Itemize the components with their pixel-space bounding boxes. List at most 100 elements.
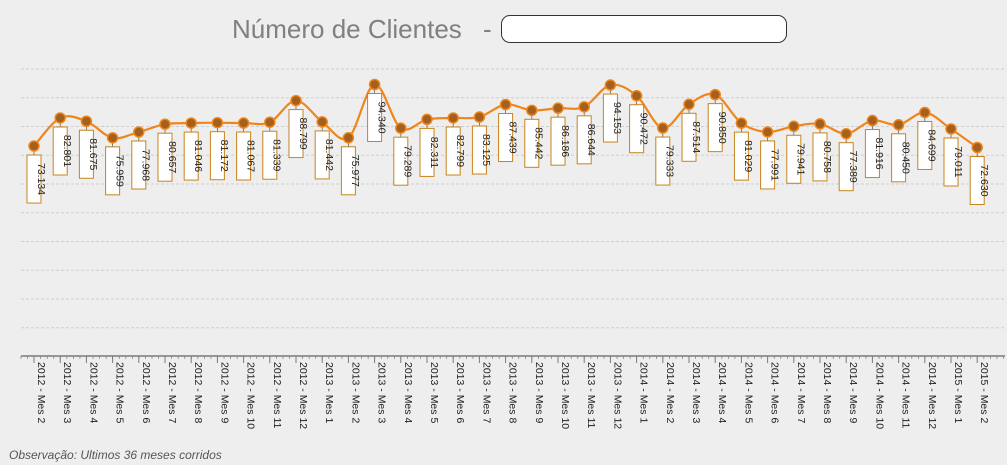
title-separator: -	[483, 14, 492, 44]
x-tick-label: 2013 - Mes 1	[323, 362, 335, 423]
data-point	[552, 102, 564, 114]
data-label-box	[576, 115, 592, 165]
data-label: 94.340	[375, 101, 387, 133]
data-label-box	[655, 136, 671, 186]
data-point	[159, 118, 171, 130]
data-label-box	[891, 133, 907, 183]
data-point	[54, 112, 66, 124]
data-point	[526, 104, 538, 117]
x-tick-label: 2014 - Mes 7	[795, 362, 807, 423]
data-label: 87.514	[690, 121, 702, 153]
data-label: 81.339	[271, 139, 283, 171]
data-point	[892, 119, 905, 131]
data-label: 85.442	[533, 127, 545, 159]
x-tick-label: 2012 - Mes 2	[35, 362, 47, 423]
x-tick-label: 2014 - Mes 2	[664, 362, 676, 423]
data-point	[473, 111, 486, 123]
x-tick-label: 2013 - Mes 12	[611, 362, 623, 429]
x-tick-label: 2012 - Mes 11	[271, 362, 283, 429]
data-point	[840, 127, 852, 140]
data-label-box	[367, 93, 383, 142]
x-tick-label: 2012 - Mes 5	[114, 362, 126, 423]
x-tick-label: 2014 - Mes 5	[742, 362, 754, 423]
data-point	[316, 116, 328, 128]
data-label-box	[917, 120, 933, 170]
data-point	[395, 122, 407, 134]
data-label: 75.977	[349, 155, 361, 187]
x-tick-label: 2013 - Mes 4	[402, 362, 414, 423]
data-label: 73.134	[35, 163, 47, 195]
data-label-box	[471, 125, 487, 175]
data-label: 94.153	[611, 102, 623, 134]
data-label: 72.630	[978, 164, 990, 196]
data-label-box	[340, 146, 356, 196]
data-label-box	[629, 104, 645, 154]
x-tick-label: 2012 - Mes 4	[87, 362, 99, 423]
x-tick-label: 2013 - Mes 11	[585, 362, 597, 429]
data-label-box	[550, 116, 566, 166]
x-tick-label: 2012 - Mes 6	[140, 362, 152, 423]
data-label: 79.289	[402, 145, 414, 177]
data-label: 82.799	[454, 135, 466, 167]
data-label-box	[236, 131, 252, 181]
data-label-box	[812, 132, 828, 182]
data-label-box	[864, 129, 880, 179]
data-label-box	[943, 137, 959, 187]
data-label: 81.916	[873, 137, 885, 169]
data-label: 84.699	[926, 129, 938, 161]
data-label-box	[288, 109, 304, 159]
data-point	[290, 94, 302, 107]
data-label: 81.067	[244, 140, 256, 172]
data-point	[421, 113, 433, 126]
x-tick-label: 2013 - Mes 5	[428, 362, 440, 423]
data-label: 88.799	[297, 118, 309, 150]
data-point	[945, 123, 957, 135]
data-point	[342, 132, 355, 144]
data-label-box	[707, 103, 723, 153]
data-label: 77.991	[768, 149, 780, 181]
data-label-box	[838, 142, 854, 192]
data-point	[683, 98, 695, 111]
data-point	[735, 117, 748, 129]
data-label: 81.675	[87, 138, 99, 170]
x-tick-label: 2012 - Mes 3	[61, 362, 73, 423]
x-tick-label: 2013 - Mes 6	[454, 362, 466, 423]
data-label: 81.172	[218, 140, 230, 172]
x-tick-label: 2014 - Mes 6	[769, 362, 781, 423]
data-label-box	[78, 129, 94, 179]
data-point	[866, 114, 879, 127]
x-tick-label: 2013 - Mes 8	[507, 362, 519, 423]
footnote: Observação: Ultimos 36 meses corridos	[9, 448, 222, 462]
x-tick-label: 2012 - Mes 12	[297, 362, 309, 429]
data-label-box	[393, 136, 409, 186]
data-label: 79.011	[952, 146, 964, 177]
data-label: 80.450	[899, 142, 911, 174]
data-point	[80, 115, 93, 128]
x-tick-label: 2012 - Mes 7	[166, 362, 178, 423]
data-label: 79.333	[664, 145, 676, 177]
data-label: 77.389	[847, 151, 859, 183]
data-point	[447, 112, 459, 124]
data-label-box	[183, 131, 199, 181]
data-label: 81.046	[192, 140, 204, 172]
data-label-box	[602, 93, 618, 143]
data-label-box	[760, 140, 776, 190]
data-label: 86.644	[585, 124, 597, 156]
x-tick-label: 2014 - Mes 8	[821, 362, 833, 423]
x-tick-label: 2014 - Mes 12	[926, 362, 938, 429]
x-tick-label: 2015 - Mes 2	[978, 362, 990, 423]
data-label-box	[262, 130, 278, 180]
data-point	[185, 117, 197, 129]
x-tick-label: 2012 - Mes 8	[192, 362, 204, 423]
x-tick-label: 2014 - Mes 10	[873, 362, 885, 429]
data-label: 90.850	[716, 112, 728, 144]
x-tick-label: 2014 - Mes 9	[847, 362, 859, 423]
x-tick-label: 2013 - Mes 2	[349, 362, 361, 423]
data-label: 82.311	[428, 137, 440, 168]
data-label: 81.442	[323, 139, 335, 171]
data-label: 79.941	[795, 143, 807, 175]
data-label-box	[524, 118, 540, 168]
data-point	[788, 120, 800, 133]
client-name-field[interactable]	[501, 15, 787, 43]
data-point	[237, 117, 250, 129]
